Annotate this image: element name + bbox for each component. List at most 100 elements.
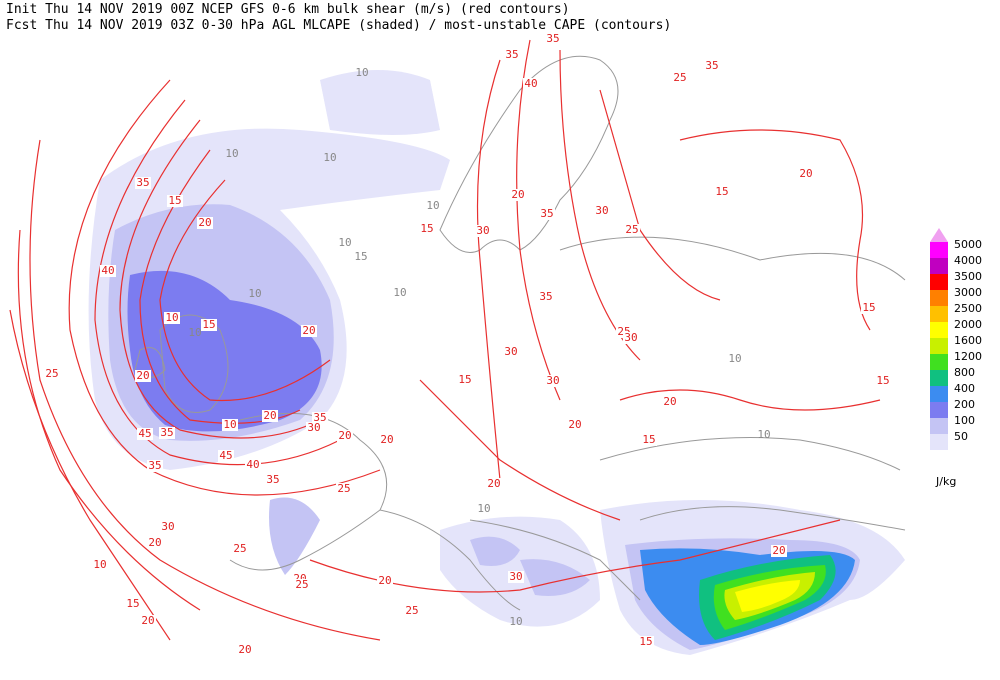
shear-label: 35 <box>540 207 553 220</box>
shear-label: 25 <box>295 578 308 591</box>
legend-swatch <box>930 370 948 386</box>
cape-label: 10 <box>355 66 368 79</box>
label-box <box>92 559 108 571</box>
shear-label: 20 <box>302 324 315 337</box>
shear-label: 20 <box>511 188 524 201</box>
label-box <box>545 33 561 45</box>
shear-label: 35 <box>539 290 552 303</box>
legend-swatch <box>930 322 948 338</box>
shear-label: 20 <box>148 536 161 549</box>
shear-label: 35 <box>160 426 173 439</box>
legend-label: 2500 <box>954 302 982 315</box>
shear-label: 30 <box>307 421 320 434</box>
label-box <box>503 346 519 358</box>
label-box <box>294 579 310 591</box>
legend-swatch <box>930 258 948 274</box>
legend-label: 200 <box>954 398 975 411</box>
shear-label: 15 <box>876 374 889 387</box>
legend-label: 800 <box>954 366 975 379</box>
label-box <box>164 312 180 324</box>
label-box <box>594 205 610 217</box>
label-box <box>306 422 322 434</box>
legend-swatch <box>930 386 948 402</box>
shear-label: 35 <box>148 459 161 472</box>
shear-label: 20 <box>772 544 785 557</box>
shear-label: 40 <box>101 264 114 277</box>
label-box <box>147 460 163 472</box>
legend-swatch <box>930 418 948 434</box>
shear-label: 20 <box>136 369 149 382</box>
label-box <box>861 302 877 314</box>
shear-label: 10 <box>223 418 236 431</box>
label-box <box>419 223 435 235</box>
shear-label: 25 <box>625 223 638 236</box>
label-box <box>475 225 491 237</box>
shear-label: 25 <box>405 604 418 617</box>
shear-label: 15 <box>126 597 139 610</box>
shear-label: 15 <box>168 194 181 207</box>
legend-unit: J/kg <box>935 475 956 488</box>
shear-label: 15 <box>202 318 215 331</box>
cape-label: 10 <box>477 502 490 515</box>
legend-swatch <box>930 354 948 370</box>
header-line: Fcst Thu 14 NOV 2019 03Z 0-30 hPa AGL ML… <box>6 18 671 33</box>
cape-shading <box>88 70 905 655</box>
cape-label: 15 <box>354 250 367 263</box>
legend-label: 4000 <box>954 254 982 267</box>
label-box <box>510 189 526 201</box>
cape-label: 10 <box>509 615 522 628</box>
shear-label: 20 <box>663 395 676 408</box>
label-box <box>875 375 891 387</box>
label-box <box>135 370 151 382</box>
cape-label: 10 <box>225 147 238 160</box>
label-box <box>197 217 213 229</box>
cape-label: 10 <box>393 286 406 299</box>
shear-label: 30 <box>504 345 517 358</box>
shear-label: 15 <box>715 185 728 198</box>
label-box <box>262 410 278 422</box>
label-box <box>301 325 317 337</box>
shear-label: 15 <box>639 635 652 648</box>
label-box <box>486 478 502 490</box>
shear-label: 45 <box>219 449 232 462</box>
header-line: Init Thu 14 NOV 2019 00Z NCEP GFS 0-6 km… <box>6 2 570 17</box>
label-box <box>504 49 520 61</box>
label-box <box>337 430 353 442</box>
shear-label: 10 <box>93 558 106 571</box>
shear-label: 45 <box>138 427 151 440</box>
shear-label: 20 <box>799 167 812 180</box>
shear-label: 30 <box>546 374 559 387</box>
label-box <box>237 644 253 656</box>
cape-label: 10 <box>757 428 770 441</box>
label-box <box>662 396 678 408</box>
shear-label: 40 <box>524 77 537 90</box>
legend-swatch <box>930 306 948 322</box>
shear-label: 20 <box>487 477 500 490</box>
shear-label: 20 <box>338 429 351 442</box>
shear-label: 30 <box>161 520 174 533</box>
shear-label: 30 <box>595 204 608 217</box>
label-box <box>312 412 328 424</box>
legend-label: 100 <box>954 414 975 427</box>
label-box <box>508 571 524 583</box>
label-box <box>771 545 787 557</box>
legend-swatch <box>930 274 948 290</box>
label-box <box>167 195 183 207</box>
shear-label: 15 <box>420 222 433 235</box>
shear-label: 35 <box>266 473 279 486</box>
label-box <box>672 72 688 84</box>
label-box <box>567 419 583 431</box>
shear-label: 35 <box>136 176 149 189</box>
shear-label: 25 <box>337 482 350 495</box>
legend-label: 400 <box>954 382 975 395</box>
label-box <box>538 291 554 303</box>
label-box <box>44 368 60 380</box>
label-box <box>222 419 238 431</box>
legend-swatch <box>930 402 948 418</box>
legend-label: 5000 <box>954 238 982 251</box>
shear-contours <box>9 39 881 641</box>
shear-label: 15 <box>862 301 875 314</box>
legend-label: 2000 <box>954 318 982 331</box>
shear-label: 25 <box>233 542 246 555</box>
